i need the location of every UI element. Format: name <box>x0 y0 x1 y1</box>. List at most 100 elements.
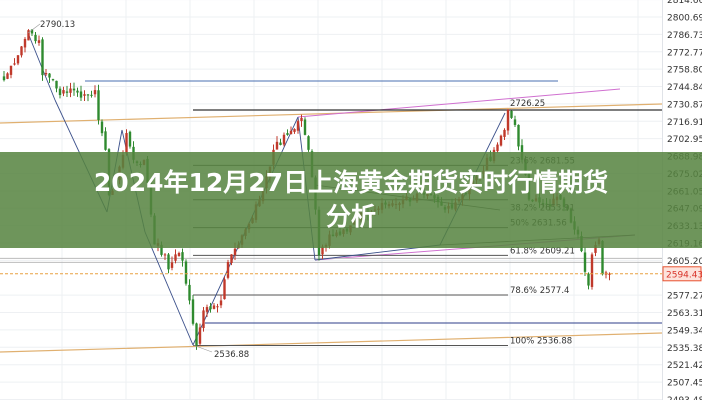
candle-body <box>587 273 590 286</box>
candle-body <box>233 248 237 255</box>
y-tick-label: 2786.73 <box>667 31 702 41</box>
candle-body <box>86 94 90 96</box>
trend-line-orange <box>0 103 663 124</box>
y-tick-label: 2730.87 <box>667 100 702 110</box>
candle-body <box>83 94 86 96</box>
candle-body <box>503 129 506 137</box>
candle-body <box>170 262 174 268</box>
channel-line-top <box>297 88 621 118</box>
candle-body <box>174 254 177 261</box>
current-price-label: 2594.43 <box>666 270 702 280</box>
candle-body <box>34 34 37 42</box>
candle-body <box>79 91 83 98</box>
y-tick-label: 2702.95 <box>667 135 702 145</box>
y-tick-label: 2535.38 <box>667 344 702 354</box>
candle-body <box>93 90 97 95</box>
candle-body <box>163 254 167 256</box>
candle-body <box>2 76 6 81</box>
candle-body <box>48 73 51 78</box>
candle-body <box>289 130 293 135</box>
candle-body <box>226 262 230 278</box>
candle-body <box>307 136 310 150</box>
candle-body <box>76 90 79 93</box>
candle-body <box>23 39 27 48</box>
candle-body <box>100 121 104 134</box>
candle-body <box>499 135 503 146</box>
current-price-tag <box>662 266 702 282</box>
candle-body <box>177 252 181 256</box>
candle-body <box>20 46 23 56</box>
title-line-1-row: 2024年12月27日上海黄金期货实时行情期货 <box>0 168 702 197</box>
candle-body <box>205 307 209 312</box>
fib-level-label: 61.8% 2609.21 <box>510 246 575 256</box>
y-tick-label: 2563.31 <box>667 309 702 319</box>
candle-body <box>97 90 100 120</box>
candle-body <box>69 88 72 93</box>
candle-body <box>293 129 296 132</box>
candle-body <box>6 73 9 79</box>
candle-body <box>72 88 76 91</box>
price-annotation: 2536.88 <box>214 350 249 360</box>
candle-body <box>65 91 69 93</box>
y-tick-label: 2507.45 <box>667 379 702 389</box>
candle-body <box>30 29 34 34</box>
candle-body <box>184 261 188 284</box>
zigzag-line <box>144 231 194 346</box>
candle-body <box>104 131 107 150</box>
title-line-2-row: 分析 <box>0 202 702 231</box>
candle-body <box>181 252 184 261</box>
candle-body <box>58 88 62 96</box>
candle-body <box>279 142 282 145</box>
candle-body <box>209 306 212 310</box>
candle-body <box>223 279 226 300</box>
candle-body <box>590 254 594 287</box>
candle-body <box>195 323 198 346</box>
candle-body <box>198 327 202 344</box>
candle-body <box>160 244 163 255</box>
candle-body <box>90 94 93 96</box>
candle-body <box>510 110 513 118</box>
candle-body <box>16 55 20 64</box>
y-tick-label: 2577.27 <box>667 292 702 302</box>
candle-body <box>125 133 128 154</box>
candle-body <box>296 121 300 131</box>
candle-body <box>55 80 58 89</box>
candle-body <box>594 244 597 253</box>
candle-body <box>321 246 324 255</box>
title-banner: 2024年12月27日上海黄金期货实时行情期货 分析 <box>0 152 702 248</box>
annotation-leader <box>27 23 41 34</box>
fib-level-label: 100% 2536.88 <box>510 336 572 346</box>
candle-body <box>191 299 195 324</box>
price-annotation: 2726.25 <box>510 99 545 109</box>
candle-body <box>188 284 191 301</box>
candle-body <box>37 40 41 43</box>
y-tick-label: 2549.34 <box>667 326 702 336</box>
y-tick-label: 2744.84 <box>667 83 702 93</box>
candle-body <box>202 310 205 329</box>
candle-body <box>286 133 289 135</box>
title-line-1: 2024年12月27日上海黄金期货实时行情期货 <box>93 168 609 197</box>
candle-body <box>230 254 233 263</box>
candle-body <box>517 124 520 147</box>
candle-body <box>51 79 55 81</box>
candle-body <box>9 65 13 75</box>
candle-body <box>506 109 510 131</box>
price-annotation: 2790.13 <box>40 20 75 30</box>
y-tick-label: 2800.69 <box>667 14 702 24</box>
candle-body <box>275 141 279 150</box>
y-tick-label: 2716.91 <box>667 118 702 128</box>
candle-body <box>13 63 16 65</box>
y-tick-label: 2758.80 <box>667 66 702 76</box>
y-tick-label: 2493.48 <box>667 396 702 400</box>
candle-body <box>212 305 216 309</box>
candle-body <box>282 134 286 145</box>
y-tick-label: 2521.42 <box>667 361 702 371</box>
candle-body <box>303 119 307 135</box>
candle-body <box>219 300 223 306</box>
candle-body <box>608 273 611 275</box>
candle-body <box>583 252 587 272</box>
y-tick-label: 2814.66 <box>667 0 702 6</box>
y-tick-label: 2605.20 <box>667 257 702 267</box>
candle-body <box>27 30 30 41</box>
